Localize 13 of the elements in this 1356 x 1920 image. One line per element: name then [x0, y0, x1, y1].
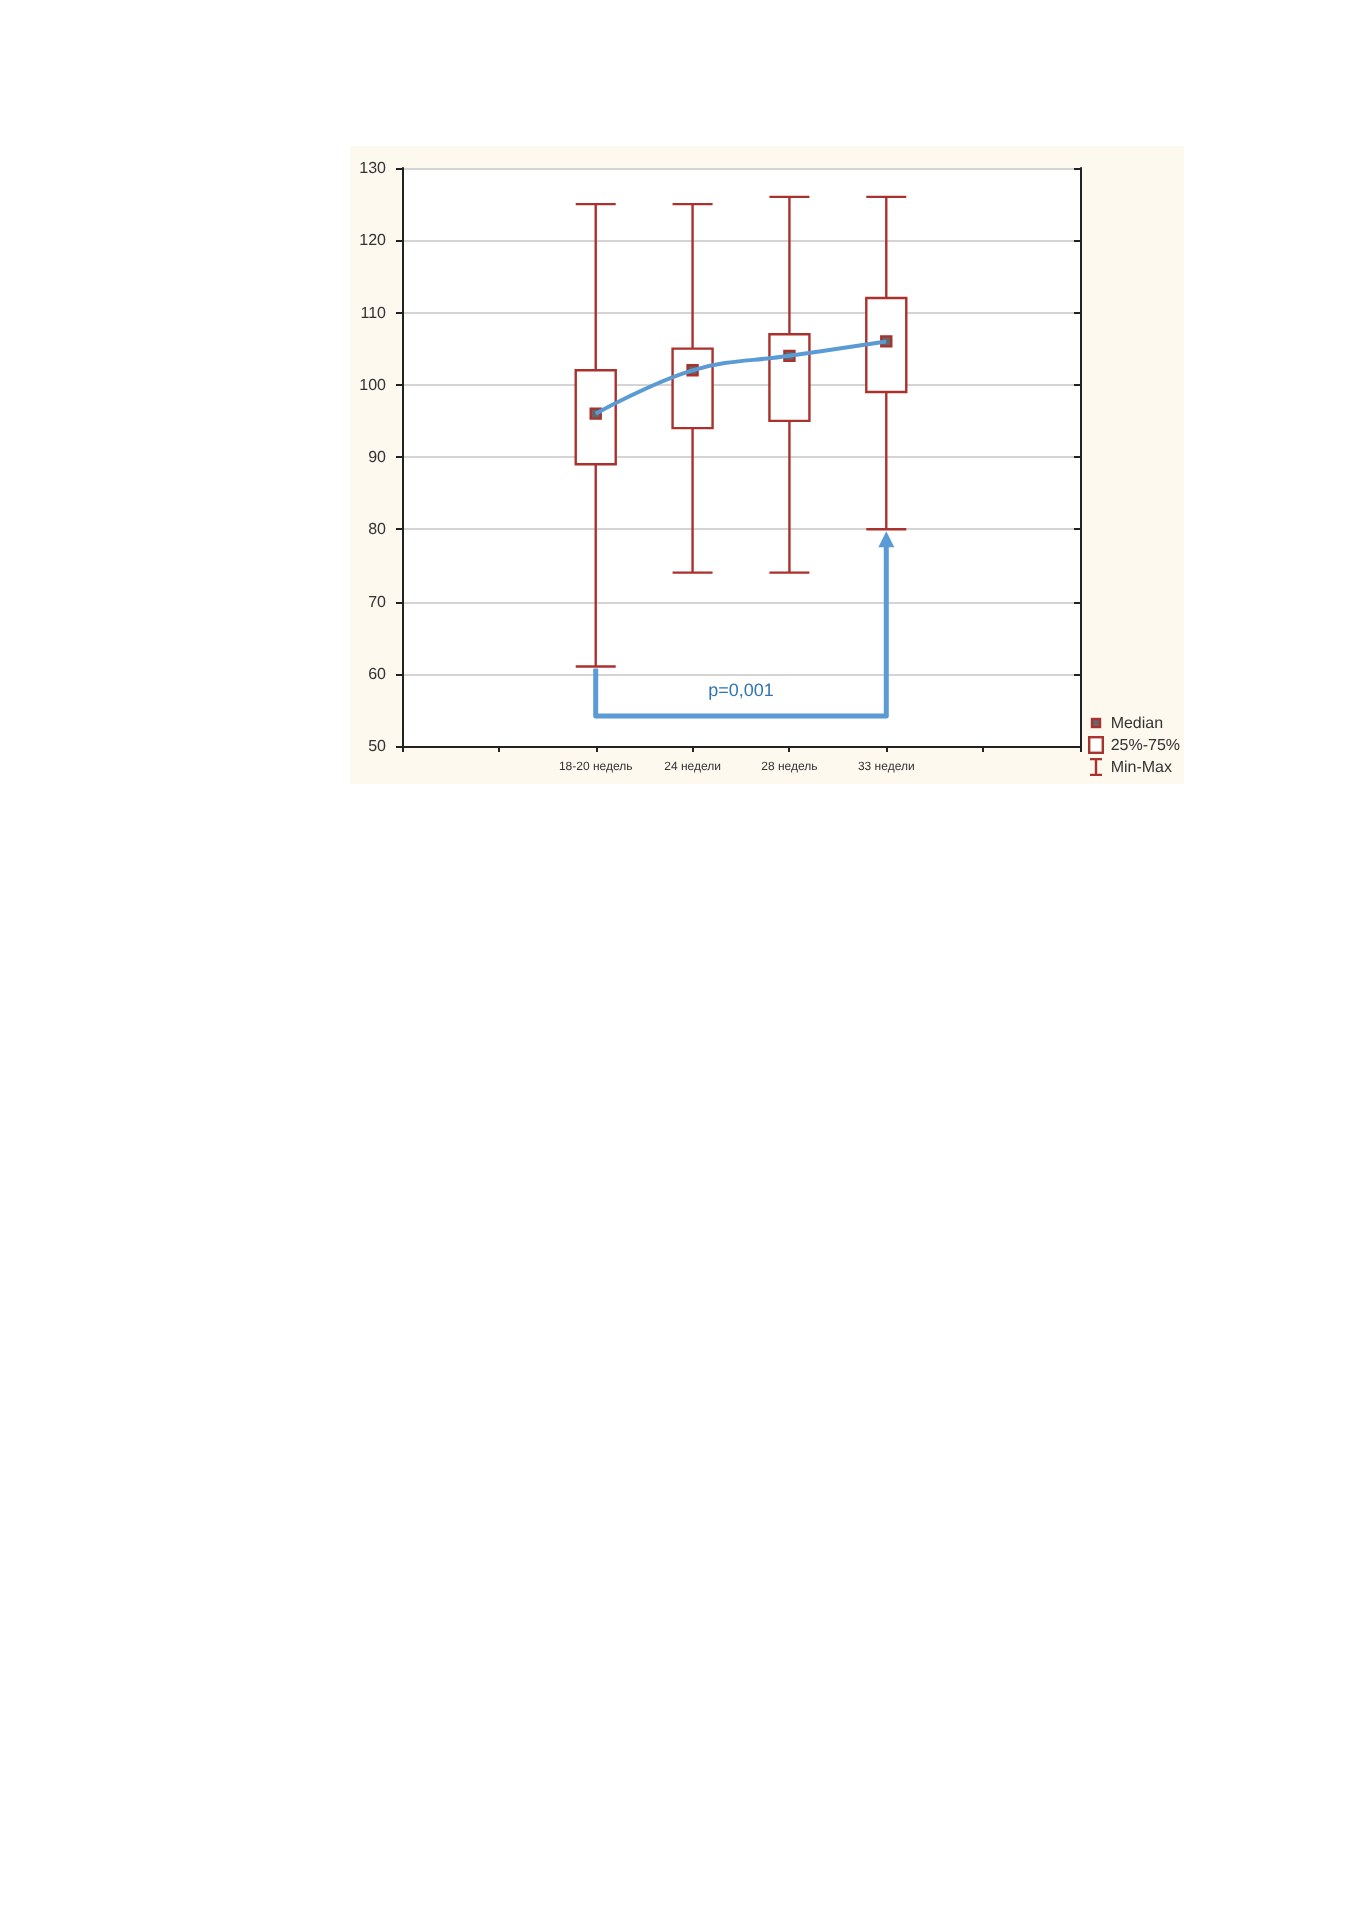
y-tick-label: 120 — [359, 231, 388, 250]
text: Min-Max — [1110, 758, 1172, 776]
text: Median — [1110, 714, 1164, 732]
y-tick-label: 50 — [368, 737, 388, 755]
legend-label: 25%-75% — [1110, 736, 1180, 754]
y-tick-label: 90 — [368, 448, 388, 466]
y-tick-label: 100 — [359, 375, 388, 394]
y-tick-label: 70 — [368, 592, 388, 611]
y-tick-label: 80 — [368, 520, 388, 539]
y-tick-label: 110 — [360, 303, 388, 322]
annotation: p=0,001 — [708, 680, 774, 700]
y-tick-label: 130 — [359, 159, 388, 177]
y-tick-label: 60 — [368, 664, 388, 683]
